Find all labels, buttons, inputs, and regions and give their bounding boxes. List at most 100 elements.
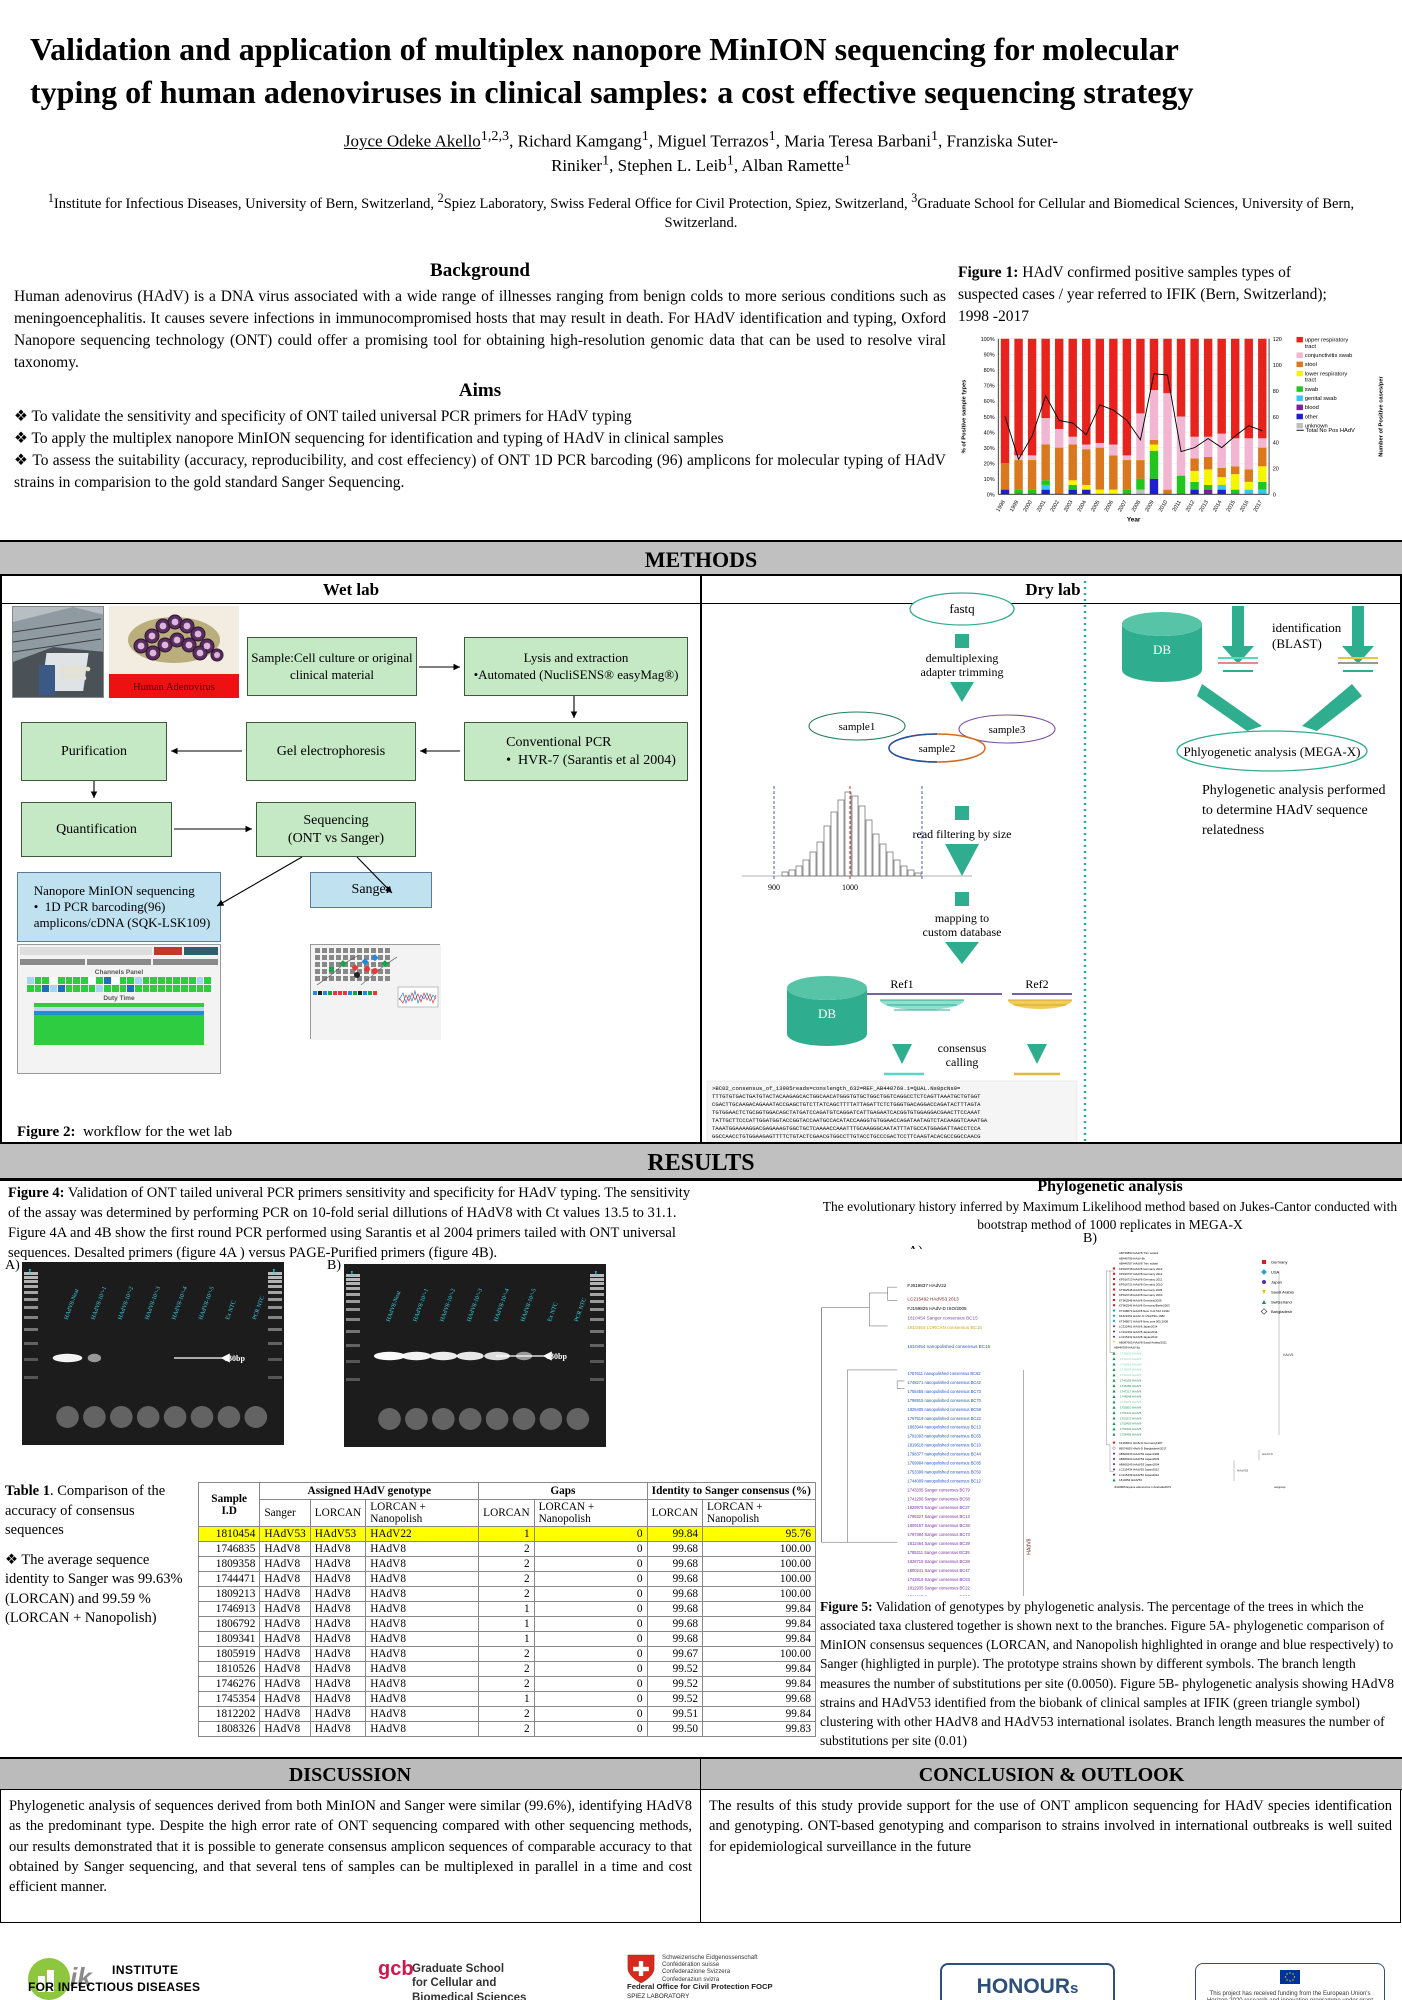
svg-text:1743335 Sanger consensus BC79: 1743335 Sanger consensus BC79 xyxy=(907,1487,970,1492)
svg-text:HAdV-D: HAdV-D xyxy=(1262,1452,1274,1456)
svg-text:20%: 20% xyxy=(984,461,995,467)
svg-text:tract: tract xyxy=(1305,378,1317,384)
svg-text:KP916721 HAdV8 Germany 2010: KP916721 HAdV8 Germany 2010 xyxy=(1119,1283,1163,1287)
svg-text:1755455 nanopolished consensus: 1755455 nanopolished consensus BC73 xyxy=(907,1389,981,1394)
svg-text:1740000 HAdV8: 1740000 HAdV8 xyxy=(1120,1352,1142,1356)
svg-text:AB446787 HAdV8 Trim isolate: AB446787 HAdV8 Trim isolate xyxy=(1119,1262,1158,1266)
svg-text:630bp: 630bp xyxy=(224,1354,245,1363)
svg-text:custom database: custom database xyxy=(923,925,1002,939)
svg-text:1752372 HAdV8: 1752372 HAdV8 xyxy=(1120,1416,1142,1420)
svg-text:KP916737 HAdV8 Germany 2012: KP916737 HAdV8 Germany 2012 xyxy=(1119,1272,1163,1276)
svg-text:TAAATGGAAAAGGACGAGAAAGTGGCTGCT: TAAATGGAAAAGGACGAGAAAGTGGCTGCTCAAAACCAAA… xyxy=(712,1125,981,1132)
svg-text:1812935 Sanger consensus BC22: 1812935 Sanger consensus BC22 xyxy=(907,1586,970,1591)
svg-text:(BLAST): (BLAST) xyxy=(1272,636,1322,651)
svg-text:DB: DB xyxy=(1153,642,1171,657)
svg-text:Total No Pos HAdV: Total No Pos HAdV xyxy=(1306,428,1355,434)
svg-text:Germany: Germany xyxy=(1271,1260,1287,1265)
svg-text:30%: 30% xyxy=(984,446,995,452)
svg-text:HAdV8: HAdV8 xyxy=(1027,1538,1033,1554)
svg-text:100: 100 xyxy=(1273,363,1282,369)
svg-text:USA: USA xyxy=(1271,1270,1280,1275)
svg-text:AB606243 HAdV53 Japan1996: AB606243 HAdV53 Japan1996 xyxy=(1119,1452,1160,1456)
svg-text:sample3: sample3 xyxy=(989,724,1026,736)
svg-text:Year: Year xyxy=(1127,517,1141,524)
svg-text:GGCCAACCTGTGGAAGAGTTTTCTGTACTC: GGCCAACCTGTGGAAGAGTTTTCTGTACTCGAACGTGGCC… xyxy=(712,1133,981,1140)
svg-text:1748248 HAdV8: 1748248 HAdV8 xyxy=(1120,1395,1142,1399)
svg-text:TGTGGAACTCTGCGGTGGACAGCTATGATC: TGTGGAACTCTGCGGTGGACAGCTATGATCCAGATGTCAG… xyxy=(712,1109,981,1116)
svg-text:1747217 HAdV8: 1747217 HAdV8 xyxy=(1120,1389,1142,1393)
svg-text:Number of Positive cases/per: Number of Positive cases/per xyxy=(1379,375,1385,456)
svg-text:KT962548 HAdV8 Germany2005: KT962548 HAdV8 Germany2005 xyxy=(1119,1298,1162,1302)
svg-text:10%: 10% xyxy=(984,477,995,483)
svg-text:LC215439 HAdV53 Japan2012: LC215439 HAdV53 Japan2012 xyxy=(1119,1473,1159,1477)
svg-text:FJ619837 HAdV22: FJ619837 HAdV22 xyxy=(907,1283,946,1288)
svg-text:1828715 Sanger consensus BC38: 1828715 Sanger consensus BC38 xyxy=(907,1559,970,1564)
svg-text:1750310 HAdV8: 1750310 HAdV8 xyxy=(1120,1406,1142,1410)
svg-text:TTTGTGTGACTGATGTACTACAAGAGCACT: TTTGTGTGACTGATGTACTACAAGAGCACTGGCAACATGG… xyxy=(712,1093,981,1100)
svg-text:fastq: fastq xyxy=(949,601,975,616)
svg-text:sample1: sample1 xyxy=(839,721,876,733)
svg-text:calling: calling xyxy=(946,1055,979,1069)
svg-text:swab: swab xyxy=(1305,387,1318,393)
svg-text:0: 0 xyxy=(1273,493,1276,499)
svg-text:1754434 HAdV8: 1754434 HAdV8 xyxy=(1120,1427,1142,1431)
svg-text:LC312462 HAdV8 Japan2014: LC312462 HAdV8 Japan2014 xyxy=(1119,1330,1158,1334)
svg-text:1744124 HAdV8: 1744124 HAdV8 xyxy=(1120,1373,1142,1377)
svg-text:89574693 HAdV-D Bangladesh/201: 89574693 HAdV-D Bangladesh/2017 xyxy=(1119,1446,1167,1450)
svg-text:KT962548 HAdV8 Germany 2005: KT962548 HAdV8 Germany 2005 xyxy=(1119,1288,1163,1292)
svg-text:900: 900 xyxy=(768,883,780,892)
svg-text:0%: 0% xyxy=(987,493,995,499)
svg-text:120: 120 xyxy=(1273,337,1282,343)
svg-text:lower respiratory: lower respiratory xyxy=(1305,371,1348,377)
svg-text:>BC02_consensus_of_13905reads=: >BC02_consensus_of_13905reads=conslength… xyxy=(712,1085,961,1092)
svg-text:to determine HAdV sequence: to determine HAdV sequence xyxy=(1202,803,1368,818)
svg-text:DB: DB xyxy=(818,1006,836,1021)
svg-text:FJ159825 HAdV-D ISO/2005: FJ159825 HAdV-D ISO/2005 xyxy=(907,1306,967,1311)
svg-text:1797394 Sanger consensus BC73: 1797394 Sanger consensus BC73 xyxy=(907,1532,970,1537)
svg-text:1769984 nanopolished consensus: 1769984 nanopolished consensus BC85 xyxy=(907,1461,981,1466)
svg-text:1798377 nanopolished consensus: 1798377 nanopolished consensus BC44 xyxy=(907,1452,981,1457)
svg-text:1753403 HAdV8: 1753403 HAdV8 xyxy=(1120,1422,1142,1426)
svg-text:1741031 HAdV8: 1741031 HAdV8 xyxy=(1120,1357,1142,1361)
svg-text:80: 80 xyxy=(1273,389,1279,395)
svg-text:Bangladesh: Bangladesh xyxy=(1271,1309,1292,1314)
svg-text:L: L xyxy=(595,1270,600,1278)
svg-text:40%: 40% xyxy=(984,430,995,436)
svg-text:KT348071 HAdV8 New york 505 20: KT348071 HAdV8 New york 505 2008 xyxy=(1119,1319,1168,1323)
svg-text:1742062 HAdV8: 1742062 HAdV8 xyxy=(1120,1362,1142,1366)
svg-text:KP916718 HAdV8 Germany 2010: KP916718 HAdV8 Germany 2010 xyxy=(1119,1293,1163,1297)
svg-text:conjunctivitis swab: conjunctivitis swab xyxy=(1305,353,1353,359)
svg-text:L: L xyxy=(351,1270,356,1278)
svg-text:1751341 HAdV8: 1751341 HAdV8 xyxy=(1120,1411,1142,1415)
svg-text:1791093 nanopolished consensus: 1791093 nanopolished consensus BC65 xyxy=(907,1434,981,1439)
svg-text:% of Positive sample types: % of Positive sample types xyxy=(961,380,967,454)
svg-text:1746186 HAdV8: 1746186 HAdV8 xyxy=(1120,1384,1142,1388)
svg-text:upper respiratory: upper respiratory xyxy=(1305,338,1349,344)
svg-text:KP916723 HAdV8 Germany 2011: KP916723 HAdV8 Germany 2011 xyxy=(1119,1277,1163,1281)
svg-text:1755465 HAdV8: 1755465 HAdV8 xyxy=(1120,1433,1142,1437)
svg-text:L: L xyxy=(29,1268,34,1276)
svg-text:1744009 nanopolished consensus: 1744009 nanopolished consensus BC12 xyxy=(907,1478,981,1483)
svg-text:KT348073 HAdV8 New York 512 13: KT348073 HAdV8 New York 512 13421 xyxy=(1119,1309,1170,1313)
svg-text:HAdV53: HAdV53 xyxy=(1237,1469,1249,1473)
svg-text:consensus: consensus xyxy=(938,1041,987,1055)
svg-text:1745155 HAdV8: 1745155 HAdV8 xyxy=(1120,1379,1142,1383)
svg-text:20: 20 xyxy=(1273,467,1279,473)
svg-text:CGACTTGCAAGACAGAAATACCGAGCTGTC: CGACTTGCAAGACAGAAATACCGAGCTGTCTTATCAGCTT… xyxy=(712,1101,981,1108)
svg-text:sample2: sample2 xyxy=(919,743,956,755)
svg-text:1809157 Sanger consensus BC38: 1809157 Sanger consensus BC38 xyxy=(907,1523,970,1528)
svg-text:Japan: Japan xyxy=(1271,1280,1282,1285)
svg-text:KF429151 HAdV- D USA/Pitts 198: KF429151 HAdV- D USA/Pitts 1982 xyxy=(1119,1314,1165,1318)
svg-text:read filtering by size: read filtering by size xyxy=(913,827,1012,841)
svg-text:Ref1: Ref1 xyxy=(890,977,913,991)
svg-text:other: other xyxy=(1305,414,1318,420)
svg-text:adapter trimming: adapter trimming xyxy=(921,665,1004,679)
svg-text:1795327 Sanger consensus BC13: 1795327 Sanger consensus BC13 xyxy=(907,1514,970,1519)
svg-text:60: 60 xyxy=(1273,415,1279,421)
svg-text:AB097665 HAdV8 Saudi Arabia/20: AB097665 HAdV8 Saudi Arabia/2011 xyxy=(1119,1340,1167,1344)
svg-text:LC215432 HAdV8 Japan2013: LC215432 HAdV8 Japan2013 xyxy=(1119,1335,1158,1339)
svg-text:identification: identification xyxy=(1272,620,1342,635)
svg-text:Ref2: Ref2 xyxy=(1025,977,1048,991)
svg-text:outgroup: outgroup xyxy=(1274,1485,1286,1489)
svg-text:50%: 50% xyxy=(984,415,995,421)
